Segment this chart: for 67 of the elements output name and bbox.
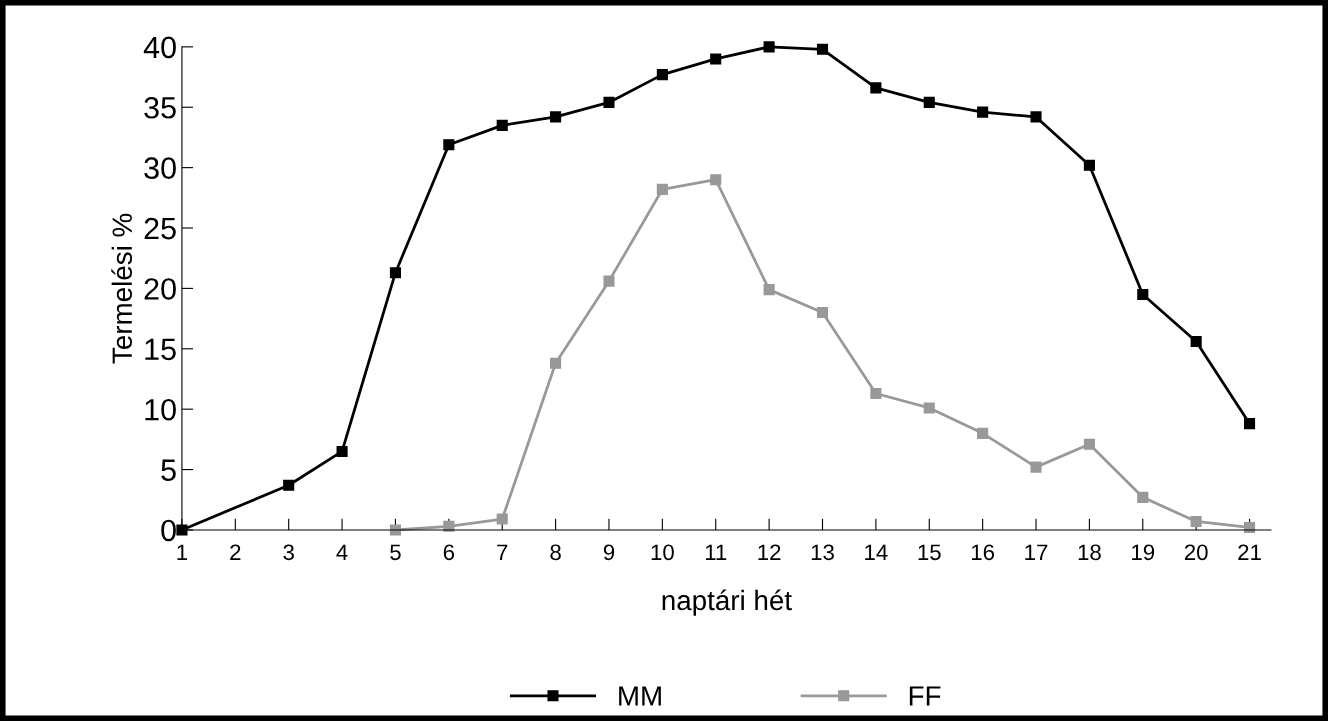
- x-tick-label: 11: [705, 544, 727, 560]
- x-tick-label: 13: [811, 544, 834, 561]
- y-tick-label: 0: [161, 519, 176, 542]
- y-tick-label: 25: [144, 217, 176, 240]
- x-tick-label: 18: [1078, 544, 1101, 561]
- point: [710, 174, 722, 186]
- y-tick-label: 20: [144, 278, 176, 300]
- x-tick-label: 2: [230, 544, 241, 560]
- legend-label: FF: [909, 686, 941, 706]
- point: [283, 479, 295, 491]
- point: [1083, 159, 1095, 171]
- y-tick-label: 30: [144, 157, 176, 179]
- y-tick-label: 35: [144, 96, 176, 119]
- point: [1030, 461, 1042, 473]
- point: [763, 284, 775, 296]
- point: [1190, 515, 1202, 528]
- point: [1243, 418, 1256, 430]
- y-tick-label: 5: [161, 459, 176, 481]
- y-tick-label: 10: [145, 398, 176, 421]
- x-tick-label: 14: [865, 544, 888, 560]
- point: [977, 427, 989, 439]
- point: [816, 306, 829, 319]
- point: [550, 111, 562, 123]
- y-axis-title: Termelési %: [111, 213, 133, 364]
- x-tick-label: 10: [651, 544, 674, 561]
- point: [1137, 491, 1149, 503]
- point: [496, 513, 508, 525]
- point: [603, 275, 615, 287]
- y-tick-label: 15: [145, 338, 176, 361]
- x-tick-label: 12: [758, 544, 781, 560]
- x-tick-label: 7: [497, 544, 508, 560]
- point: [496, 119, 508, 131]
- x-tick-label: 17: [1025, 544, 1048, 560]
- point: [336, 445, 348, 457]
- x-tick-label: 15: [918, 544, 941, 561]
- x-tick-label: 9: [603, 544, 615, 561]
- point: [870, 82, 882, 94]
- point: [816, 43, 829, 55]
- x-tick-label: 8: [550, 544, 561, 561]
- point: [1030, 111, 1042, 123]
- point: [710, 53, 722, 65]
- point: [1083, 438, 1095, 450]
- x-axis-title: naptári hét: [662, 589, 792, 616]
- x-tick-label: 4: [336, 544, 348, 560]
- point: [656, 69, 668, 81]
- point: [923, 402, 935, 414]
- y-tick-label: 40: [143, 36, 176, 59]
- x-tick-label: 1: [177, 544, 188, 560]
- x-tick-label: 21: [1238, 544, 1261, 560]
- point: [923, 96, 935, 108]
- x-tick-label: 16: [971, 544, 995, 561]
- legend-label: MM: [619, 686, 661, 706]
- point: [763, 41, 775, 53]
- point: [977, 106, 989, 118]
- point: [603, 96, 615, 108]
- point: [389, 267, 402, 279]
- point: [1190, 335, 1202, 348]
- x-tick-label: 3: [283, 544, 294, 561]
- point: [443, 139, 455, 151]
- x-tick-label: 6: [443, 544, 455, 561]
- point: [550, 357, 562, 369]
- x-tick-label: 19: [1132, 544, 1155, 561]
- point: [656, 183, 668, 195]
- x-tick-label: 5: [390, 544, 401, 561]
- point: [1137, 288, 1149, 300]
- x-tick-label: 20: [1184, 544, 1208, 561]
- point: [870, 387, 882, 400]
